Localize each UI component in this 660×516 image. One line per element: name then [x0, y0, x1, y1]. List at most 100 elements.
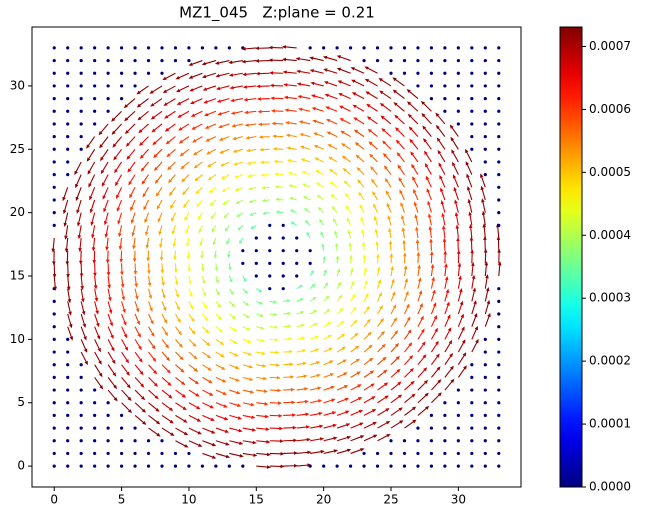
arrow [242, 376, 254, 381]
arrow [188, 72, 203, 79]
arrow [150, 110, 163, 120]
arrow [310, 411, 323, 416]
zero-vector [254, 274, 258, 278]
arrow [312, 119, 324, 125]
arrow [190, 98, 203, 105]
zero-vector [456, 46, 460, 50]
arrow [402, 239, 406, 251]
zero-vector [93, 464, 97, 468]
y-tick-label: 5 [17, 395, 25, 409]
arrow [395, 139, 405, 150]
arrow [175, 414, 188, 423]
zero-vector [322, 464, 326, 468]
arrow [340, 130, 351, 138]
arrow [86, 136, 96, 149]
arrow [283, 349, 294, 354]
zero-vector [416, 46, 420, 50]
zero-vector [470, 388, 474, 392]
arrow [377, 343, 386, 353]
arrow [364, 66, 378, 74]
colorbar-tick-label: 0.0003 [589, 291, 631, 305]
arrow [336, 435, 352, 442]
arrow [256, 326, 265, 330]
arrow [258, 122, 270, 127]
arrow [468, 211, 473, 226]
arrow [98, 123, 109, 136]
arrow [124, 123, 136, 135]
arrow [320, 231, 325, 239]
arrow [296, 310, 305, 315]
zero-vector [52, 122, 56, 126]
zero-vector [389, 464, 393, 468]
arrow [480, 173, 486, 188]
zero-vector [483, 46, 487, 50]
arrow [363, 370, 375, 378]
arrow [229, 85, 243, 90]
zero-vector [93, 71, 97, 75]
arrow [188, 275, 192, 286]
zero-vector [200, 464, 205, 468]
zero-vector [483, 160, 487, 164]
arrow [406, 89, 419, 100]
arrow [390, 420, 404, 429]
arrow [421, 113, 432, 125]
zero-vector [52, 451, 56, 456]
arrow [377, 433, 391, 442]
arrow [271, 121, 284, 126]
zero-vector [497, 451, 501, 456]
arrow [444, 339, 453, 353]
arrow [228, 288, 234, 296]
arrow [424, 150, 432, 163]
arrow [328, 156, 338, 163]
arrow [310, 361, 321, 366]
zero-vector [443, 401, 447, 405]
arrow [357, 179, 365, 188]
arrow [496, 235, 501, 251]
arrow [301, 171, 311, 176]
arrow [343, 180, 351, 188]
arrow [457, 275, 462, 289]
x-tick-label: 20 [316, 493, 331, 507]
zero-vector [456, 109, 460, 113]
colorbar-tick-label: 0.0000 [589, 480, 631, 494]
arrow [296, 399, 309, 404]
arrow [377, 408, 390, 416]
arrow [275, 210, 284, 214]
arrow [336, 333, 346, 340]
arrow [172, 237, 177, 248]
arrow [303, 208, 311, 214]
arrow [296, 463, 312, 467]
arrow [269, 451, 285, 456]
zero-vector [443, 451, 447, 456]
arrow [371, 178, 378, 188]
zero-vector [497, 312, 501, 316]
arrow [215, 389, 228, 395]
arrow [283, 400, 296, 405]
arrow [430, 289, 436, 302]
arrow [310, 437, 325, 442]
arrow [215, 351, 225, 358]
zero-vector [66, 413, 70, 418]
arrow [484, 261, 489, 277]
arrow [178, 123, 190, 131]
arrow [450, 136, 459, 150]
arrow [468, 223, 473, 239]
arrow [363, 344, 373, 353]
zero-vector [79, 122, 83, 126]
arrow [336, 294, 343, 302]
arrow [336, 67, 351, 74]
zero-vector [429, 58, 434, 63]
arrow [201, 263, 205, 272]
arrow [425, 175, 432, 188]
zero-vector [497, 71, 501, 75]
arrow [417, 277, 422, 289]
zero-vector [93, 413, 97, 418]
arrow [394, 114, 405, 125]
arrow [134, 402, 146, 413]
arrow [427, 200, 432, 213]
arrow [228, 72, 243, 77]
arrow [201, 72, 217, 79]
zero-vector [52, 96, 56, 101]
zero-vector [402, 464, 407, 468]
zero-vector [119, 439, 124, 443]
